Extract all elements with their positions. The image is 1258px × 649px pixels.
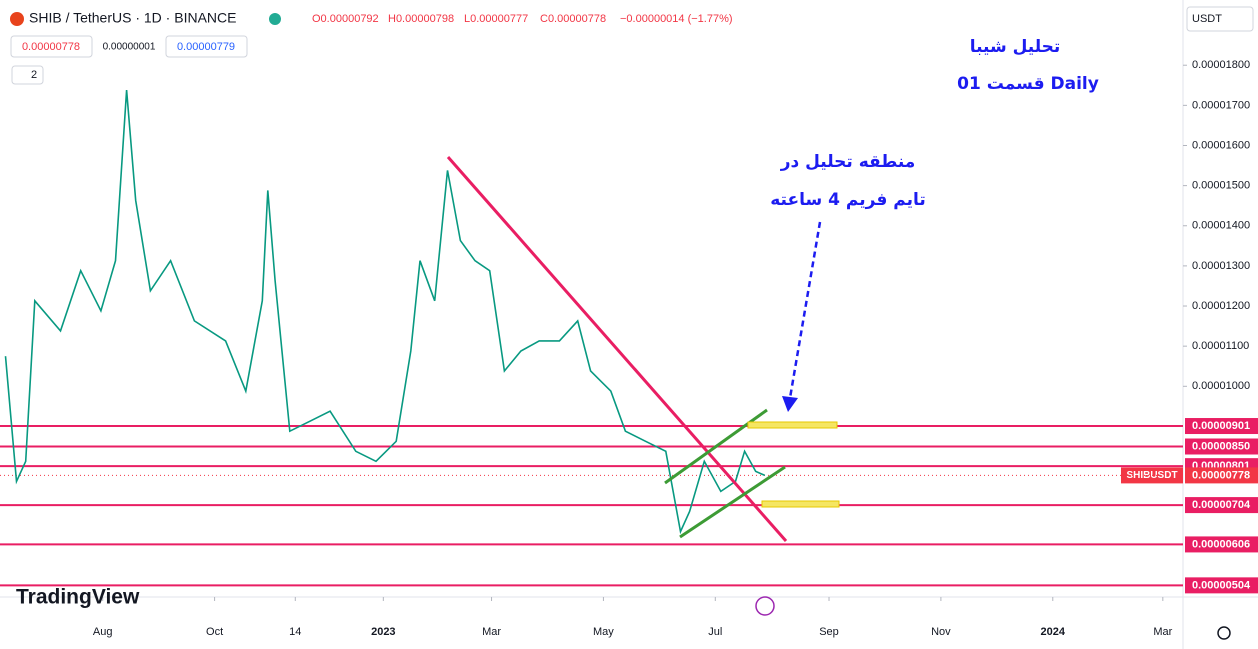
level-tag: [1185, 577, 1258, 594]
ohlc-value: O0.00000792: [312, 13, 379, 25]
channel-line: [679, 465, 786, 539]
level-label: 0.00000704: [1192, 499, 1251, 511]
y-tick-label: 0.00001300: [1192, 260, 1250, 272]
trendline: [446, 156, 788, 542]
symbol-icon: [10, 12, 24, 26]
level-tag: [1185, 438, 1258, 455]
level-label: 0.00000504: [1192, 579, 1251, 591]
level-tag: [1185, 497, 1258, 514]
annotation: تايم فريم 4 ساعته: [770, 190, 925, 210]
last-price-tag: [1185, 467, 1258, 484]
level-tag: [1185, 536, 1258, 553]
x-tick-label: 2024: [1041, 626, 1066, 638]
zone: [747, 421, 838, 429]
ohlc-value: C0.00000778: [540, 13, 606, 25]
y-tick-label: 0.00001600: [1192, 139, 1250, 151]
indicators-toggle[interactable]: [11, 65, 44, 85]
logo: TradingView: [16, 586, 140, 609]
y-tick-label: 0.00001700: [1192, 99, 1250, 111]
x-tick-label: Sep: [819, 626, 839, 638]
level-tag: [1185, 418, 1258, 435]
annotation: منطقه تحليل در: [780, 152, 916, 172]
settings-icon[interactable]: [1217, 626, 1231, 640]
arrow-head: [782, 396, 798, 412]
events-icon[interactable]: [755, 596, 775, 616]
x-tick-label: Nov: [931, 626, 951, 638]
ohlc-value: H0.00000798: [388, 13, 454, 25]
buy-button[interactable]: [165, 35, 248, 58]
currency-button[interactable]: [1186, 6, 1254, 32]
x-tick-label: 2023: [371, 626, 395, 638]
ohlc: O0.00000792 H0.00000798 L0.00000777 C0.0000…: [312, 13, 733, 25]
last-price: 0.00000778: [1192, 469, 1250, 481]
level-label: 0.00000606: [1192, 538, 1250, 550]
y-tick-label: 0.00001000: [1192, 380, 1250, 392]
y-tick-label: 0.00001200: [1192, 300, 1250, 312]
level-label: 0.00000850: [1192, 440, 1250, 452]
annotation: Daily قسمت 01: [957, 74, 1099, 94]
indicators-count: 2: [31, 69, 37, 81]
annotation: تحليل شيبا: [970, 37, 1061, 57]
y-tick-label: 0.00001400: [1192, 220, 1250, 232]
status: [269, 13, 281, 25]
plot: [0, 90, 1183, 587]
zone: [761, 500, 840, 508]
x-tick-label: May: [593, 626, 614, 638]
y-tick-label: 0.00001100: [1192, 340, 1249, 352]
x-tick-label: Oct: [206, 626, 223, 638]
y-tick-label: 0.00001500: [1192, 180, 1250, 192]
spread: 0.00000001: [103, 42, 156, 53]
ohlc-value: L0.00000777: [464, 13, 528, 25]
symbol[interactable]: SHIB / TetherUS · 1D · BINANCE: [29, 10, 236, 26]
level-label: 0.00000901: [1192, 420, 1250, 432]
ohlc-value: −0.00000014 (−1.77%): [620, 13, 733, 25]
x-tick-label: Mar: [1153, 626, 1172, 638]
y-tick-label: 0.00001800: [1192, 59, 1250, 71]
currency: USDT: [1192, 13, 1222, 25]
x-tick-label: Aug: [93, 626, 113, 638]
buy-price: 0.00000779: [177, 41, 235, 53]
x-tick-label: 14: [289, 626, 301, 638]
x-tick-label: Jul: [708, 626, 722, 638]
sell-button[interactable]: [10, 35, 93, 58]
sell-price: 0.00000778: [22, 41, 80, 53]
price-line: [4, 90, 766, 535]
x-tick-label: Mar: [482, 626, 501, 638]
